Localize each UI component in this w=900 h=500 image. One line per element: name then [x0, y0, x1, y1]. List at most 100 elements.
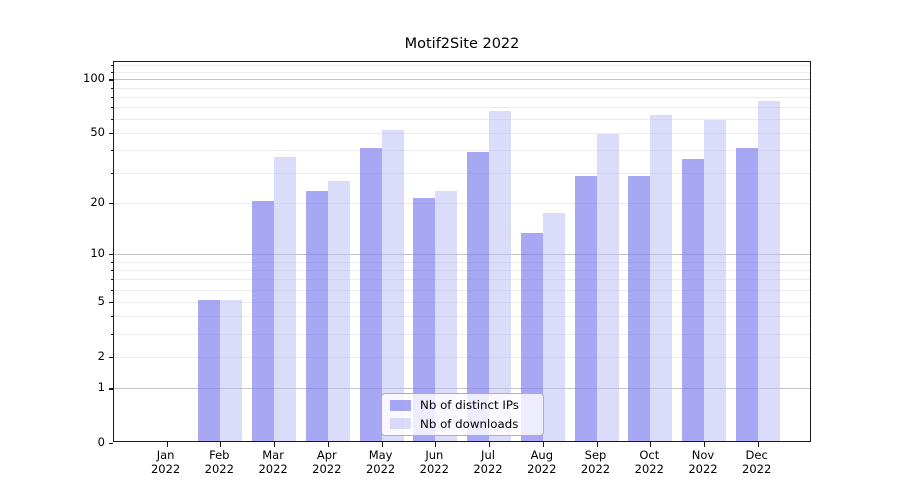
y-axis-minor-tick-6: [110, 289, 113, 291]
gridline-minor-7: [114, 279, 810, 281]
y-axis-label-50: 50: [90, 125, 105, 140]
y-axis-tick-50: [109, 133, 113, 135]
gridline-minor-5: [114, 301, 810, 303]
y-axis-tick-10: [109, 254, 113, 256]
bar-downloads-sep: [596, 134, 619, 441]
bar-ips-feb: [198, 299, 221, 441]
x-axis-tick-apr: [327, 442, 329, 447]
y-axis-minor-tick-110: [110, 72, 113, 73]
gridline-minor-110: [114, 72, 810, 73]
y-axis-minor-tick-120: [110, 65, 113, 67]
chart-title: Motif2Site 2022: [404, 36, 520, 52]
x-axis-tick-oct: [650, 442, 652, 447]
x-axis-label-apr: Apr 2022: [312, 448, 342, 476]
y-axis-label-100: 100: [83, 71, 105, 86]
bar-ips-jul: [467, 152, 489, 441]
y-axis-label-2: 2: [97, 348, 105, 363]
bar-downloads-aug: [542, 213, 565, 441]
x-axis-tick-dec: [757, 442, 759, 447]
bar-ips-jun: [413, 197, 436, 441]
x-axis-tick-nov: [704, 442, 706, 447]
gridline-minor-40: [114, 150, 810, 152]
y-axis-label-10: 10: [90, 246, 105, 261]
legend-swatch-distinct-ips: [390, 400, 411, 411]
x-axis-label-mar: Mar 2022: [258, 448, 288, 476]
bar-ips-aug: [520, 233, 543, 441]
bar-ips-dec: [735, 148, 758, 441]
x-axis-label-jan: Jan 2022: [150, 448, 181, 476]
y-axis-minor-tick-60: [110, 119, 113, 121]
y-axis-tick-1: [109, 388, 113, 390]
y-axis-minor-tick-3: [110, 333, 113, 335]
plot-area: [109, 61, 811, 447]
x-axis-tick-jul: [489, 442, 491, 447]
legend-label-distinct-ips: Nb of distinct IPs: [420, 398, 519, 413]
bar-downloads-mar: [274, 156, 297, 441]
gridline-major-10: [114, 254, 810, 256]
x-axis-label-sep: Sep 2022: [580, 448, 611, 476]
x-axis-tick-mar: [274, 442, 276, 447]
bar-ips-sep: [574, 175, 597, 441]
bar-downloads-dec: [757, 100, 780, 441]
gridline-major-100: [114, 79, 810, 81]
gridline-major-1: [114, 388, 810, 390]
bar-downloads-jul: [489, 110, 511, 441]
y-axis-minor-tick-80: [110, 96, 113, 98]
gridline-minor-50: [114, 133, 810, 135]
legend: Nb of distinct IPs Nb of downloads: [381, 393, 544, 436]
gridline-minor-4: [114, 316, 810, 318]
bar-ips-may: [359, 148, 382, 441]
x-axis-tick-jun: [435, 442, 437, 447]
x-axis-label-feb: Feb 2022: [204, 448, 234, 476]
bar-ips-mar: [252, 201, 275, 441]
bar-downloads-feb: [220, 299, 243, 441]
y-axis-tick-5: [109, 301, 113, 303]
legend-swatch-downloads: [390, 418, 411, 429]
gridline-minor-90: [114, 87, 810, 89]
gridline-minor-60: [114, 119, 810, 121]
gridline-minor-80: [114, 96, 810, 98]
y-axis-minor-tick-9: [110, 261, 113, 263]
x-axis-label-nov: Nov 2022: [688, 448, 718, 476]
y-axis-minor-tick-7: [110, 279, 113, 281]
x-axis-label-dec: Dec 2022: [742, 448, 772, 476]
x-axis-tick-jan: [166, 442, 168, 447]
gridline-minor-2: [114, 356, 810, 358]
gridline-minor-9: [114, 261, 810, 263]
gridline-minor-70: [114, 107, 810, 109]
y-axis-tick-20: [109, 203, 113, 205]
y-axis-minor-tick-40: [110, 150, 113, 152]
y-axis-label-0: 0: [97, 435, 105, 449]
bar-downloads-jun: [435, 190, 458, 441]
bar-downloads-nov: [704, 119, 726, 441]
x-axis-label-oct: Oct 2022: [634, 448, 664, 476]
y-axis-tick-2: [109, 356, 113, 358]
gridline-minor-6: [114, 289, 810, 291]
gridline-minor-3: [114, 333, 810, 335]
x-axis-label-jul: Jul 2022: [473, 448, 503, 476]
bar-ips-oct: [628, 175, 651, 441]
bar-downloads-apr: [327, 181, 350, 441]
x-axis-tick-aug: [542, 442, 544, 447]
y-axis-label-20: 20: [90, 195, 105, 210]
y-axis-minor-tick-30: [110, 172, 113, 174]
gridline-minor-120: [114, 65, 810, 67]
x-axis-tick-may: [381, 442, 383, 447]
x-axis-tick-feb: [220, 442, 222, 447]
y-axis-minor-tick-90: [110, 87, 113, 89]
gridline-minor-8: [114, 269, 810, 271]
y-axis-minor-tick-4: [110, 316, 113, 318]
gridline-minor-30: [114, 172, 810, 174]
bar-ips-nov: [682, 158, 704, 441]
y-axis-label-1: 1: [97, 380, 105, 395]
y-axis-minor-tick-70: [110, 107, 113, 109]
gridline-minor-20: [114, 203, 810, 205]
x-axis-label-jun: Jun 2022: [419, 448, 449, 476]
y-axis-minor-tick-8: [110, 269, 113, 271]
bar-ips-apr: [305, 190, 328, 441]
x-axis-label-aug: Aug 2022: [527, 448, 557, 476]
legend-row-downloads: Nb of downloads: [390, 417, 543, 431]
y-axis-tick-100: [109, 79, 113, 81]
bar-downloads-oct: [650, 114, 673, 441]
legend-label-downloads: Nb of downloads: [420, 416, 519, 431]
